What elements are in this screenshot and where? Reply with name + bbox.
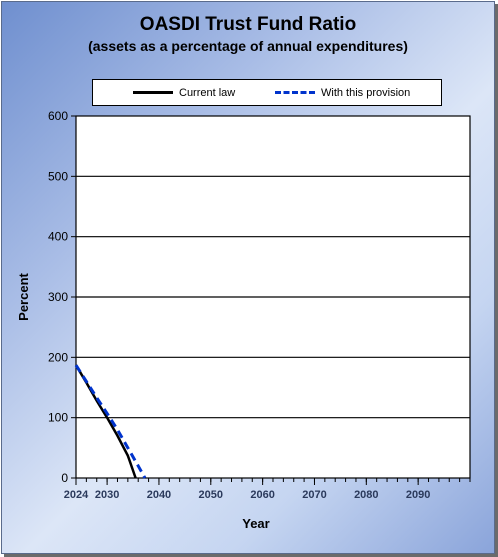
y-axis-label: Percent [16, 272, 31, 320]
y-tick-label: 0 [61, 471, 68, 485]
y-tick-label: 400 [48, 230, 68, 244]
y-tick-label: 200 [48, 350, 68, 364]
x-axis: 2024 2030 2040 2050 2060 2070 2080 2090 [64, 478, 471, 501]
x-tick-label: 2080 [354, 489, 378, 501]
legend-swatch-current-law [133, 91, 173, 94]
y-tick-label: 100 [48, 411, 68, 425]
legend-item-with-provision: With this provision [275, 80, 410, 105]
x-tick-label: 2040 [147, 489, 171, 501]
x-tick-label: 2090 [406, 489, 430, 501]
legend-label-current-law: Current law [179, 86, 236, 99]
gridlines [76, 175, 470, 419]
x-axis-label: Year [242, 516, 269, 531]
legend-label-with-provision: With this provision [321, 86, 411, 99]
y-tick-label: 600 [48, 109, 68, 123]
x-tick-label: 2050 [199, 489, 223, 501]
legend-swatch-with-provision [275, 91, 315, 94]
chart-subtitle: (assets as a percentage of annual expend… [88, 38, 408, 54]
x-tick-label: 2060 [250, 489, 274, 501]
x-tick-label: 2030 [95, 489, 119, 501]
y-tick-label: 300 [48, 290, 68, 304]
legend-item-current-law: Current law [133, 80, 235, 105]
series-line-with-provision [74, 364, 147, 479]
chart-title: OASDI Trust Fund Ratio [139, 14, 357, 35]
y-tick-label: 500 [48, 169, 68, 183]
y-axis: 0 100 200 300 400 500 600 [48, 109, 76, 485]
x-tick-label: 2024 [64, 489, 89, 501]
x-tick-label: 2070 [302, 489, 326, 501]
legend: Current law With this provision [92, 79, 442, 106]
series-group [74, 364, 147, 479]
